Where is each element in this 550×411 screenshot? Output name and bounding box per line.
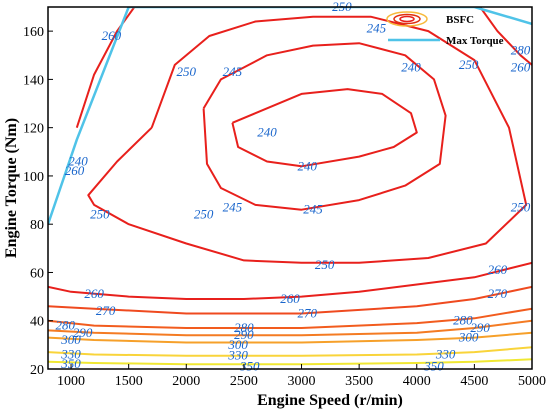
y-tick-label: 140 (23, 73, 44, 88)
contour-value-label: 270 (298, 306, 318, 321)
x-tick-label: 4000 (403, 374, 431, 389)
contour-value-label: 250 (459, 57, 479, 72)
contour-value-label: 280 (234, 320, 254, 335)
max-torque-line (48, 7, 532, 225)
contour-line-270 (48, 285, 532, 315)
contour-line-260 (479, 7, 532, 66)
contour-value-label: 270 (96, 303, 116, 318)
contour-value-label: 330 (227, 348, 248, 363)
plot-frame (47, 6, 533, 370)
x-tick-label: 3000 (288, 374, 316, 389)
contour-value-label: 330 (435, 347, 456, 362)
y-tick-label: 120 (23, 122, 44, 137)
contour-value-label: 260 (488, 262, 508, 277)
legend-max-torque-label: Max Torque (446, 35, 504, 47)
contour-value-label: 245 (223, 199, 243, 214)
y-tick-label: 160 (23, 25, 44, 40)
x-tick-label: 2500 (230, 374, 258, 389)
contour-value-label: 330 (60, 347, 81, 362)
contour-value-label: 300 (227, 337, 248, 352)
contour-value-label: 290 (73, 325, 93, 340)
contour-value-label: 240 (298, 158, 318, 173)
contour-value-label: 250 (90, 207, 110, 222)
contour-value-label: 250 (511, 199, 531, 214)
contour-value-label: 260 (84, 286, 104, 301)
x-tick-label: 1000 (57, 374, 85, 389)
x-tick-label: 4500 (460, 374, 488, 389)
contour-layer (48, 7, 532, 366)
y-tick-label: 100 (23, 170, 44, 185)
y-tick-label: 80 (30, 218, 44, 233)
contour-value-label: 350 (60, 356, 81, 371)
contour-value-label: 350 (423, 359, 444, 374)
contour-value-label: 245 (223, 64, 243, 79)
legend: BSFC Max Torque (386, 11, 504, 47)
y-tick-label: 40 (30, 315, 44, 330)
legend-bsfc-swatch-outer (386, 11, 428, 27)
contour-value-label: 260 (102, 28, 122, 43)
y-tick-label: 60 (30, 267, 44, 282)
contour-value-label: 280 (56, 318, 76, 333)
contour-value-label: 300 (60, 332, 81, 347)
contour-value-label: 260 (511, 59, 531, 74)
y-axis-title: Engine Torque (Nm) (3, 118, 20, 258)
contour-value-label: 240 (68, 154, 88, 169)
legend-bsfc-swatch-inner (399, 15, 415, 23)
contour-line-250 (87, 15, 528, 264)
contour-value-label: 280 (453, 313, 473, 328)
contour-value-label: 245 (303, 202, 323, 217)
contour-line-300 (48, 331, 532, 344)
contour-value-label: 245 (367, 21, 387, 36)
contour-line-260 (75, 7, 136, 129)
legend-bsfc-swatch-mid (393, 13, 421, 25)
contour-value-label: 260 (280, 291, 300, 306)
x-tick-label: 1500 (115, 374, 143, 389)
contour-line-260 (48, 261, 532, 300)
contour-line-290 (48, 319, 532, 337)
x-tick-label: 3500 (345, 374, 373, 389)
contour-value-label: 290 (234, 327, 254, 342)
contour-line-240 (231, 88, 418, 168)
contour-line-330 (48, 346, 532, 357)
contour-value-label: 250 (194, 207, 214, 222)
contour-value-label: 250 (177, 64, 197, 79)
contour-line-350 (48, 358, 532, 366)
contour-value-label: 240 (401, 59, 421, 74)
max-torque-layer (48, 7, 532, 225)
contour-value-label: 260 (65, 163, 85, 178)
y-tick-layer: 20 40 60 80 100 120 140 160 (23, 25, 53, 378)
contour-line-245 (202, 42, 447, 211)
contour-value-label: 250 (315, 257, 335, 272)
x-tick-label: 5000 (518, 374, 546, 389)
legend-bsfc-label: BSFC (446, 14, 474, 26)
y-tick-label: 20 (30, 363, 44, 378)
contour-value-label: 280 (511, 42, 531, 57)
contour-value-label: 240 (257, 125, 277, 140)
x-tick-layer: 1000 1500 2000 2500 3000 3500 4000 4500 5000 (57, 364, 546, 389)
contour-label-layer: 240 240 240 245 245 245 245 250 250 250 250 250 250 2… (56, 0, 531, 374)
contour-value-label: 290 (470, 320, 490, 335)
x-axis-title: Engine Speed (r/min) (257, 392, 403, 409)
contour-line-280 (48, 307, 532, 329)
contour-value-label: 300 (458, 330, 479, 345)
contour-value-label: 270 (488, 286, 508, 301)
contour-value-label: 350 (239, 359, 260, 374)
x-tick-label: 2000 (172, 374, 200, 389)
